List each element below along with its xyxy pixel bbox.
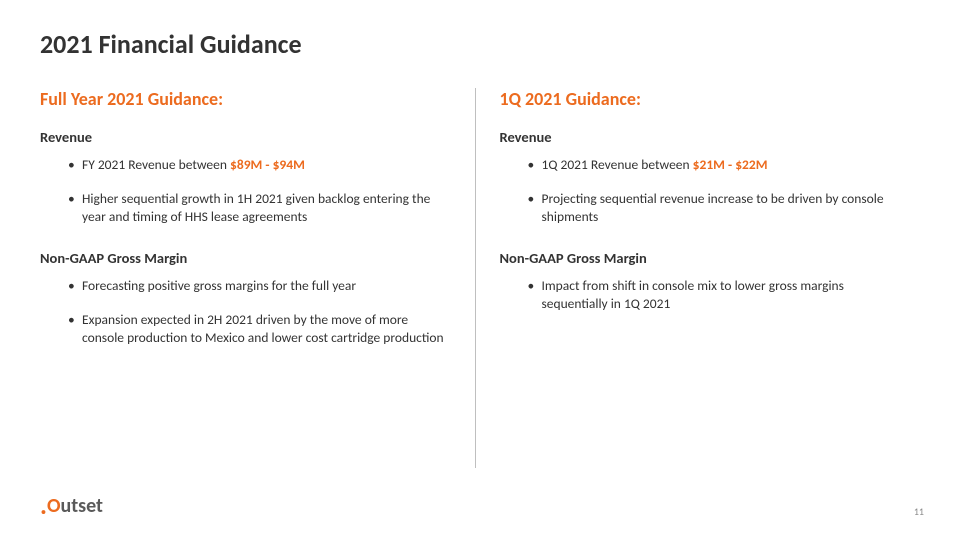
bullet-list: Forecasting positive gross margins for t…: [68, 277, 451, 348]
bullet-item: Expansion expected in 2H 2021 driven by …: [68, 311, 451, 347]
bullet-list: Impact from shift in console mix to lowe…: [528, 277, 911, 313]
right-section-margin: Non-GAAP Gross Margin Impact from shift …: [500, 249, 911, 313]
subheading-margin: Non-GAAP Gross Margin: [500, 249, 911, 267]
left-column: Full Year 2021 Guidance: Revenue FY 2021…: [40, 88, 475, 468]
bullet-item: Projecting sequential revenue increase t…: [528, 190, 911, 226]
bullet-text: Forecasting positive gross margins for t…: [82, 277, 356, 294]
bullet-text: Projecting sequential revenue increase t…: [542, 190, 884, 225]
bullet-item: 1Q 2021 Revenue between $21M - $22M: [528, 156, 911, 174]
logo-rest: utset: [60, 494, 103, 518]
left-section-revenue: Revenue FY 2021 Revenue between $89M - $…: [40, 128, 451, 227]
accent-text: $21M - $22M: [693, 156, 768, 173]
right-column: 1Q 2021 Guidance: Revenue 1Q 2021 Revenu…: [475, 88, 921, 468]
columns: Full Year 2021 Guidance: Revenue FY 2021…: [40, 88, 920, 468]
bullet-text: FY 2021 Revenue between: [82, 156, 230, 173]
right-section-revenue: Revenue 1Q 2021 Revenue between $21M - $…: [500, 128, 911, 227]
bullet-list: 1Q 2021 Revenue between $21M - $22M Proj…: [528, 156, 911, 227]
page-title: 2021 Financial Guidance: [40, 28, 920, 60]
subheading-margin: Non-GAAP Gross Margin: [40, 249, 451, 267]
page-number: 11: [914, 505, 924, 518]
subheading-revenue: Revenue: [40, 128, 451, 146]
accent-text: $89M - $94M: [230, 156, 305, 173]
left-section-margin: Non-GAAP Gross Margin Forecasting positi…: [40, 249, 451, 348]
logo-first-letter: O: [47, 494, 61, 518]
bullet-text: Expansion expected in 2H 2021 driven by …: [82, 311, 444, 346]
slide: 2021 Financial Guidance Full Year 2021 G…: [0, 0, 960, 540]
bullet-item: Forecasting positive gross margins for t…: [68, 277, 451, 295]
logo: .Outset: [40, 494, 103, 518]
bullet-item: FY 2021 Revenue between $89M - $94M: [68, 156, 451, 174]
right-heading: 1Q 2021 Guidance:: [500, 88, 911, 110]
subheading-revenue: Revenue: [500, 128, 911, 146]
bullet-list: FY 2021 Revenue between $89M - $94M High…: [68, 156, 451, 227]
logo-dot-icon: .: [40, 489, 47, 521]
bullet-text: Impact from shift in console mix to lowe…: [542, 277, 844, 312]
bullet-text: Higher sequential growth in 1H 2021 give…: [82, 190, 430, 225]
left-heading: Full Year 2021 Guidance:: [40, 88, 451, 110]
bullet-item: Impact from shift in console mix to lowe…: [528, 277, 911, 313]
bullet-item: Higher sequential growth in 1H 2021 give…: [68, 190, 451, 226]
bullet-text: 1Q 2021 Revenue between: [542, 156, 693, 173]
